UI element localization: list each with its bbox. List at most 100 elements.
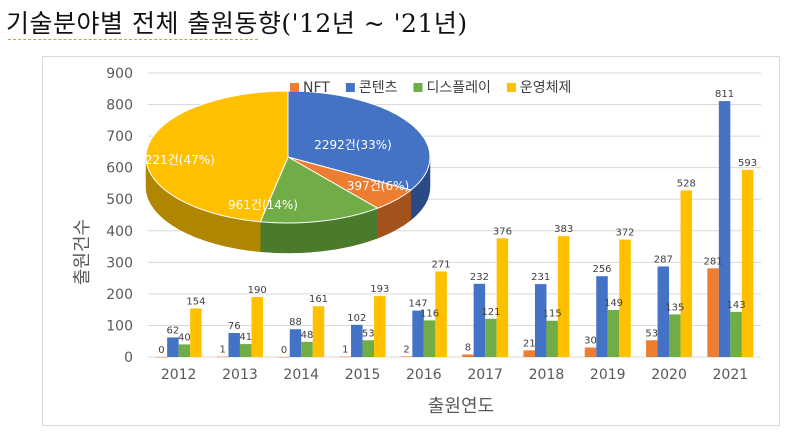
data-label: 88 (289, 317, 302, 328)
data-label: 30 (584, 336, 597, 347)
data-label: 102 (347, 313, 366, 324)
pie-label-콘텐츠: 2292건(33%) (314, 138, 392, 152)
bar-2013-콘텐츠 (228, 333, 240, 357)
data-label: 121 (481, 307, 500, 318)
y-tick-label: 0 (124, 350, 133, 366)
legend-label: 디스플레이 (426, 80, 490, 96)
bar-2014-NFT (278, 357, 290, 358)
data-label: 0 (281, 345, 287, 356)
data-labels: 0624015417641190088481611102531932147116… (158, 89, 757, 356)
data-label: 8 (465, 342, 471, 353)
data-label: 53 (645, 328, 658, 339)
pie-slice-운영체제 (145, 90, 289, 223)
chart-container: 0 62 40 154 1 76 41 190 0 88 48 161 1 102 53 193 2 147 116… (42, 56, 780, 426)
bar-2012-NFT (155, 357, 168, 358)
data-label: 62 (167, 325, 180, 336)
data-label: 231 (531, 272, 550, 283)
data-label: 372 (615, 228, 634, 239)
bar-2021-운영체제 (741, 169, 754, 357)
bar-2020-디스플레이 (669, 314, 681, 357)
bar-2015-NFT (339, 356, 352, 358)
x-tick-label: 2013 (222, 367, 258, 383)
pie-chart: 2292건(33%) 397건(6%) 961건(14%) 3221건(47%) (137, 90, 431, 254)
bar-2017-디스플레이 (485, 318, 497, 357)
data-label: 281 (704, 256, 723, 267)
legend-label: 운영체제 (520, 80, 572, 96)
bar-2021-디스플레이 (730, 311, 742, 357)
bar-2012-콘텐츠 (167, 337, 179, 357)
y-axis-title: 출원건수 (72, 219, 93, 285)
x-tick-label: 2020 (651, 367, 687, 383)
data-label: 161 (309, 294, 328, 305)
bar-2018-콘텐츠 (534, 284, 547, 357)
x-tick-label: 2018 (529, 367, 565, 383)
data-label: 232 (470, 272, 489, 283)
bar-2016-콘텐츠 (412, 310, 424, 357)
legend-label: 콘텐츠 (359, 80, 398, 96)
y-tick-label: 900 (106, 66, 133, 82)
data-label: 287 (654, 254, 673, 265)
bar-2019-콘텐츠 (596, 276, 608, 357)
bar-2013-운영체제 (251, 297, 263, 357)
pie-slice-콘텐츠 (287, 90, 431, 191)
x-tick-label: 2012 (161, 367, 197, 383)
data-label: 21 (523, 338, 536, 349)
bar-2018-운영체제 (557, 236, 570, 357)
pie-label-운영체제: 3221건(47%) (137, 153, 215, 167)
legend-swatch (506, 83, 516, 92)
data-label: 383 (554, 224, 573, 235)
legend-swatch (290, 83, 299, 92)
x-tick-label: 2019 (590, 367, 626, 383)
bar-2018-디스플레이 (546, 320, 558, 357)
data-label: 193 (370, 284, 389, 295)
y-tick-label: 600 (106, 161, 133, 177)
data-label: 53 (362, 328, 375, 339)
x-axis-ticks: 2012 2013 2014 2015 2016 2017 2018 2019 2020 2021 (161, 367, 748, 383)
legend-swatch (345, 83, 355, 92)
bar-2020-NFT (646, 340, 658, 357)
x-tick-label: 2017 (467, 367, 503, 383)
data-label: 40 (178, 332, 191, 343)
data-label: 154 (186, 296, 205, 307)
bar-2016-운영체제 (435, 271, 447, 357)
data-label: 135 (665, 302, 684, 313)
data-label: 528 (677, 178, 696, 189)
bar-2020-운영체제 (680, 190, 693, 357)
patent-filing-chart: 0624015417641190088481611102531932147116… (72, 66, 761, 417)
y-tick-label: 500 (106, 192, 133, 208)
title-underline (8, 39, 258, 40)
bar-2017-운영체제 (496, 238, 509, 357)
x-tick-label: 2016 (406, 367, 442, 383)
bar-2019-디스플레이 (607, 309, 620, 357)
pie-label-디스플레이: 961건(14%) (228, 198, 298, 212)
data-label: 2 (403, 344, 409, 355)
pie-slice-디스플레이 (259, 156, 379, 224)
data-label: 76 (228, 321, 241, 332)
bar-2015-콘텐츠 (351, 324, 363, 357)
bar-2018-NFT (523, 350, 535, 357)
data-label: 115 (543, 309, 562, 320)
bar-2014-운영체제 (312, 306, 325, 357)
legend-label: NFT (303, 80, 330, 96)
bar-2014-디스플레이 (301, 341, 313, 357)
bar-2019-NFT (584, 347, 597, 357)
legend-swatch (413, 83, 423, 92)
bar-2013-NFT (216, 356, 229, 358)
data-label: 48 (301, 330, 314, 341)
bar-2019-운영체제 (619, 239, 631, 357)
data-label: 0 (158, 345, 164, 356)
data-label: 149 (604, 298, 623, 309)
data-label: 593 (738, 158, 757, 169)
data-label: 41 (239, 332, 252, 343)
bar-2013-디스플레이 (239, 344, 252, 357)
data-label: 376 (493, 226, 512, 237)
data-label: 116 (420, 308, 439, 319)
bar-2014-콘텐츠 (289, 329, 302, 357)
y-tick-label: 300 (106, 255, 133, 271)
data-label: 1 (342, 345, 348, 356)
bar-2017-콘텐츠 (473, 283, 486, 357)
bar-2021-NFT (707, 268, 719, 357)
bar-2012-운영체제 (190, 308, 202, 357)
x-tick-label: 2021 (713, 367, 749, 383)
y-tick-label: 100 (106, 318, 133, 334)
